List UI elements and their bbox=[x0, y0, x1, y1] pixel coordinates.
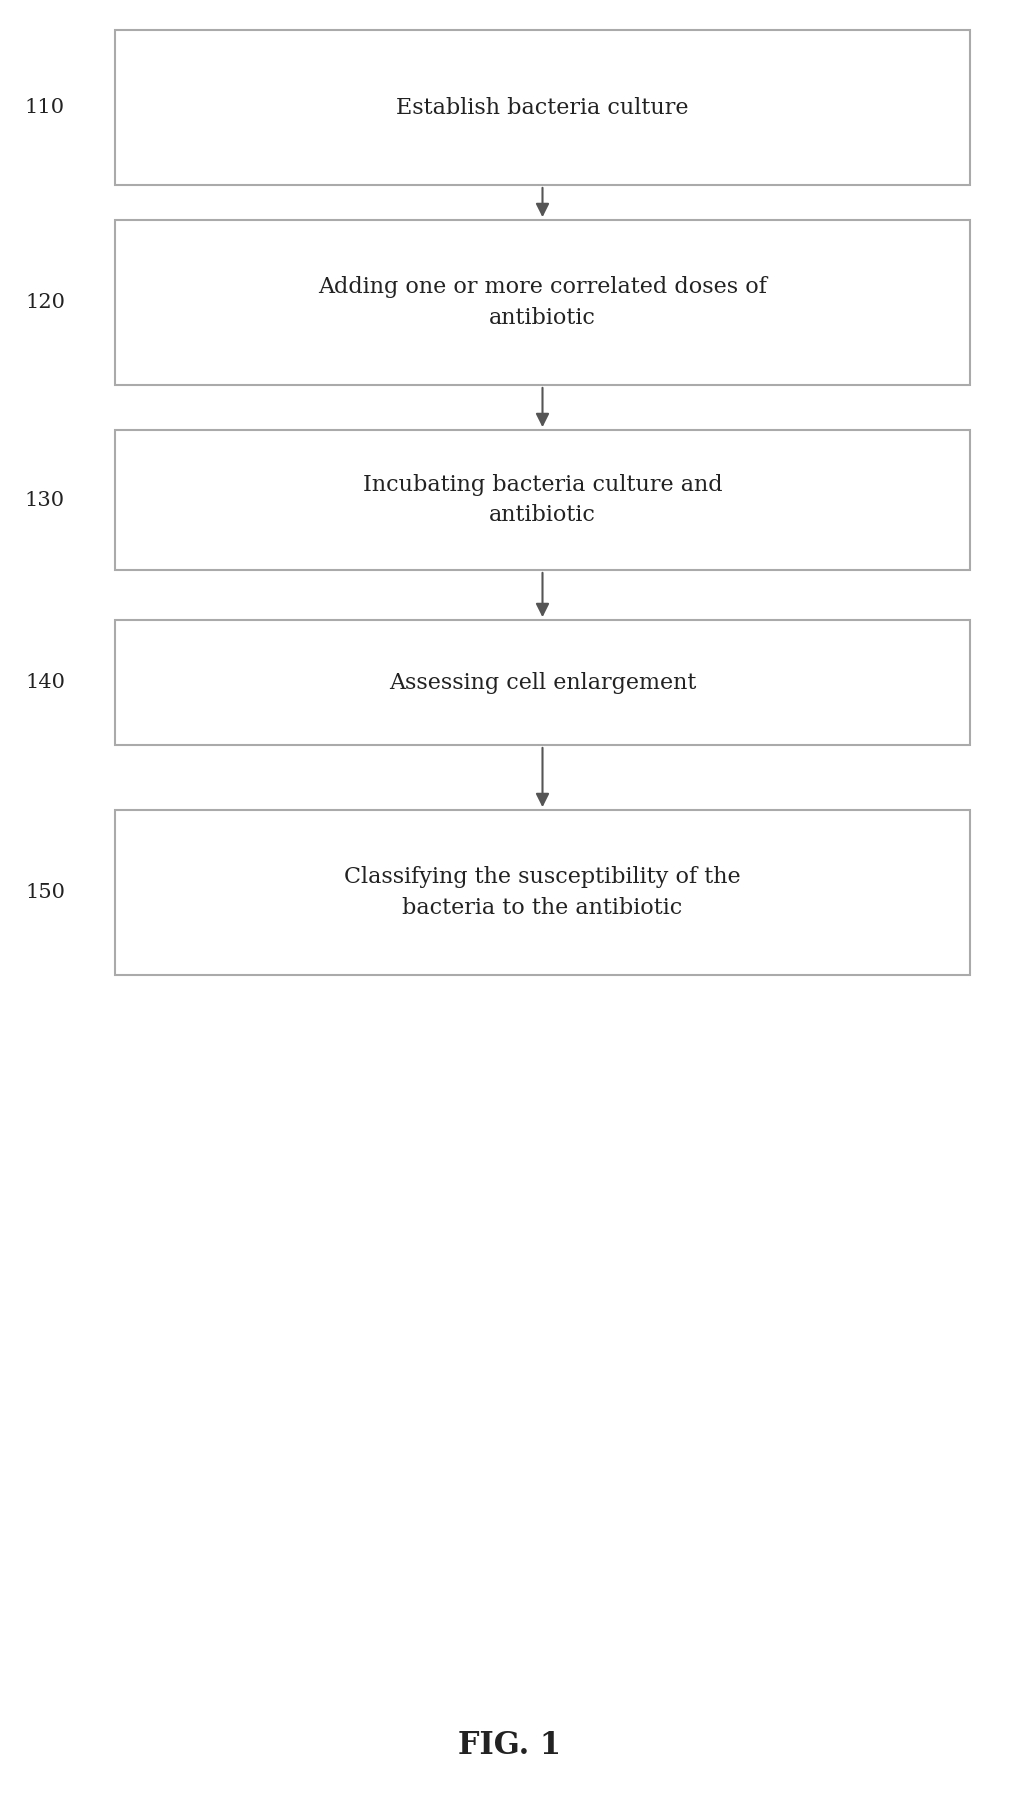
Bar bbox=[115, 31, 969, 185]
Bar bbox=[115, 431, 969, 570]
Bar bbox=[115, 621, 969, 746]
Text: FIG. 1: FIG. 1 bbox=[459, 1730, 560, 1761]
Text: Establish bacteria culture: Establish bacteria culture bbox=[395, 96, 688, 118]
Bar bbox=[115, 811, 969, 976]
Text: 140: 140 bbox=[25, 673, 65, 691]
Text: Assessing cell enlargement: Assessing cell enlargement bbox=[388, 672, 696, 693]
Bar bbox=[115, 221, 969, 386]
Text: Classifying the susceptibility of the
bacteria to the antibiotic: Classifying the susceptibility of the ba… bbox=[343, 867, 740, 919]
Text: Adding one or more correlated doses of
antibiotic: Adding one or more correlated doses of a… bbox=[318, 277, 766, 329]
Text: 120: 120 bbox=[25, 293, 65, 311]
Text: 130: 130 bbox=[24, 491, 65, 509]
Text: Incubating bacteria culture and
antibiotic: Incubating bacteria culture and antibiot… bbox=[363, 474, 721, 527]
Text: 150: 150 bbox=[25, 883, 65, 901]
Text: 110: 110 bbox=[24, 98, 65, 118]
